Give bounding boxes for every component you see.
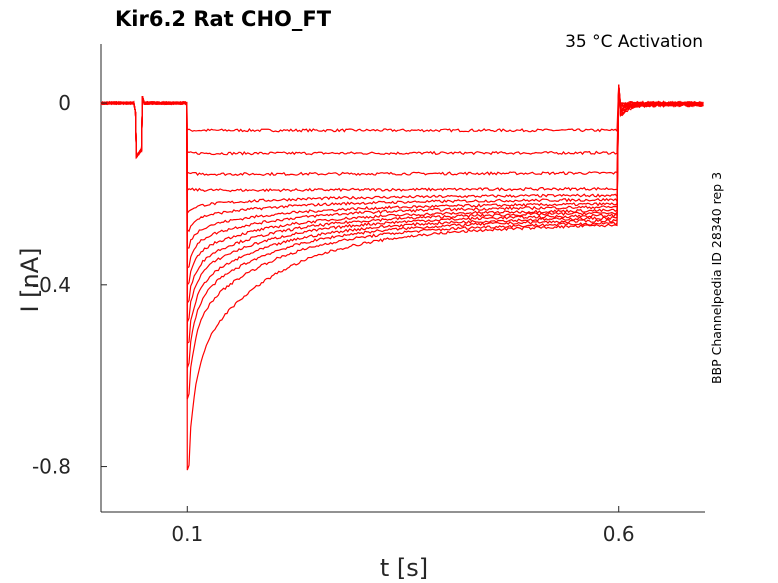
temperature-protocol-annotation: 35 °C Activation <box>565 32 703 52</box>
current-trace-2 <box>100 84 704 158</box>
current-trace-1 <box>100 84 704 157</box>
current-traces <box>100 84 704 471</box>
channelpedia-id-note: BBP Channelpedia ID 28340 rep 3 <box>709 172 724 384</box>
current-trace-15 <box>100 84 704 471</box>
y-tick-label: -0.4 <box>32 273 71 297</box>
x-tick-label: 0.6 <box>603 522 635 546</box>
x-axis-label: t [s] <box>380 554 428 582</box>
current-trace-5 <box>100 84 704 216</box>
y-tick-label: 0 <box>58 91 71 115</box>
current-trace-4 <box>100 84 704 193</box>
chart-title: Kir6.2 Rat CHO_FT <box>115 7 332 31</box>
x-tick-label: 0.1 <box>171 522 203 546</box>
current-trace-10 <box>100 84 704 305</box>
current-trace-12 <box>100 84 704 345</box>
current-trace-11 <box>100 84 704 323</box>
x-axis-ticks: 0.1 0.6 <box>171 506 635 546</box>
current-trace-7 <box>100 84 704 249</box>
y-axis-ticks: 0 -0.4 -0.8 <box>32 91 107 479</box>
current-trace-3 <box>100 84 704 177</box>
plot-area: 0 -0.4 -0.8 0.1 0.6 <box>32 44 705 546</box>
current-trace-9 <box>100 84 704 287</box>
current-trace-6 <box>100 84 704 233</box>
current-trace-8 <box>100 84 704 270</box>
y-tick-label: -0.8 <box>32 455 71 479</box>
current-trace-14 <box>100 84 704 400</box>
current-trace-13 <box>100 84 704 369</box>
y-axis-label: I [nA] <box>16 247 44 312</box>
